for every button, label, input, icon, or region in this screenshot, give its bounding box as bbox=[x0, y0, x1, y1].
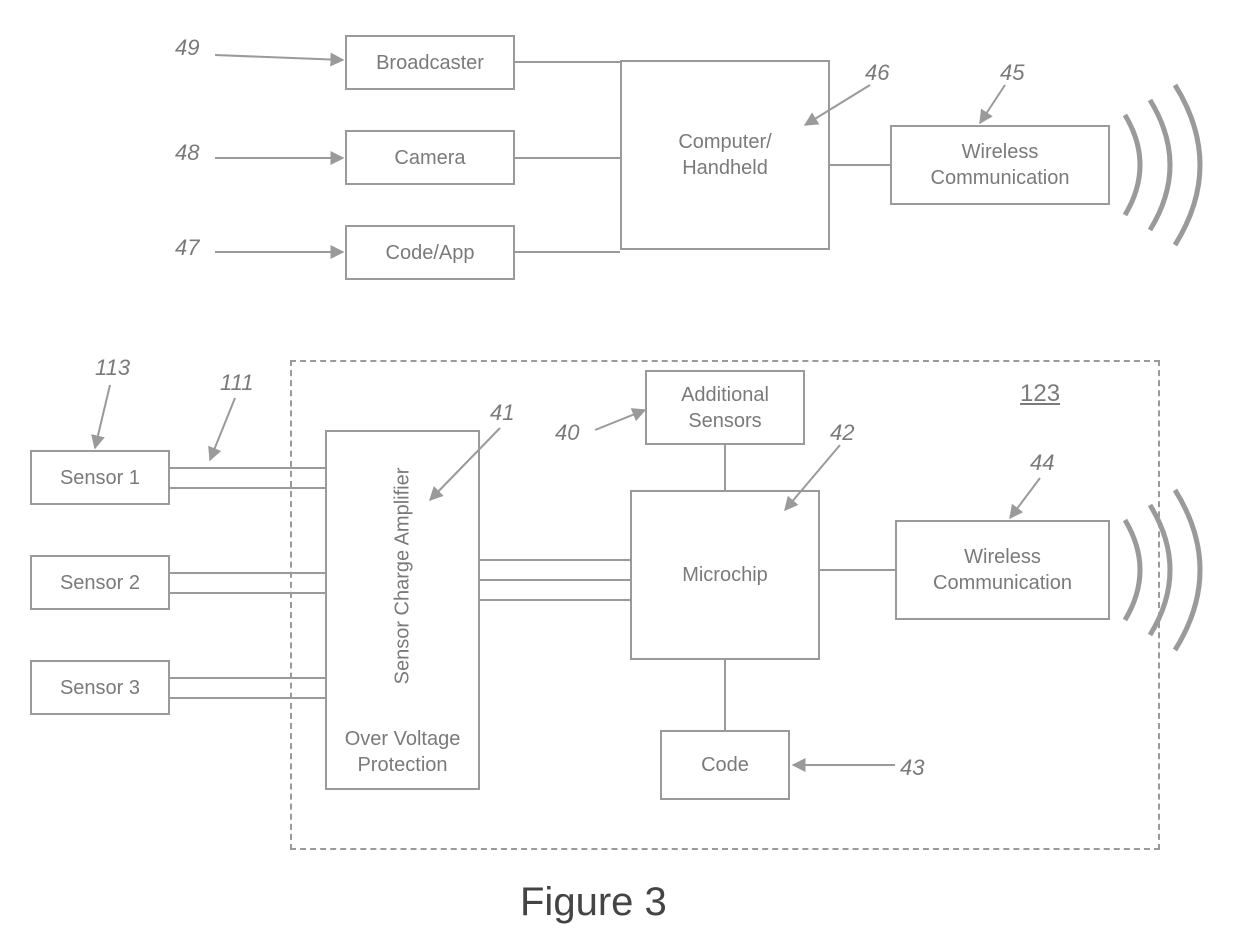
label-wireless-top: Wireless Communication bbox=[896, 139, 1104, 191]
ref-48: 48 bbox=[175, 140, 199, 166]
box-codeapp: Code/App bbox=[345, 225, 515, 280]
ref-40: 40 bbox=[555, 420, 579, 446]
label-sensor3: Sensor 3 bbox=[60, 675, 140, 701]
label-sensor1: Sensor 1 bbox=[60, 465, 140, 491]
ref-49: 49 bbox=[175, 35, 199, 61]
label-additional: Additional Sensors bbox=[651, 382, 799, 434]
box-microchip: Microchip bbox=[630, 490, 820, 660]
ref-47: 47 bbox=[175, 235, 199, 261]
box-wireless-bottom: Wireless Communication bbox=[895, 520, 1110, 620]
ref-42: 42 bbox=[830, 420, 854, 446]
ref-111: 111 bbox=[220, 370, 253, 396]
region-label-123: 123 bbox=[1020, 380, 1060, 408]
box-broadcaster: Broadcaster bbox=[345, 35, 515, 90]
ref-41: 41 bbox=[490, 400, 514, 426]
box-computer: Computer/ Handheld bbox=[620, 60, 830, 250]
diagram-canvas: Broadcaster Camera Code/App Computer/ Ha… bbox=[0, 0, 1240, 949]
box-additional-sensors: Additional Sensors bbox=[645, 370, 805, 445]
ref-45: 45 bbox=[1000, 60, 1024, 86]
label-camera: Camera bbox=[394, 145, 465, 171]
label-codeapp: Code/App bbox=[386, 240, 475, 266]
box-sensor1: Sensor 1 bbox=[30, 450, 170, 505]
label-computer: Computer/ Handheld bbox=[678, 129, 771, 181]
ref-46: 46 bbox=[865, 60, 889, 86]
label-sensor2: Sensor 2 bbox=[60, 570, 140, 596]
box-amplifier: Sensor Charge Amplifier Over Voltage Pro… bbox=[325, 430, 480, 790]
label-microchip: Microchip bbox=[682, 562, 768, 588]
label-amp-bottom: Over Voltage Protection bbox=[327, 720, 478, 788]
figure-caption: Figure 3 bbox=[520, 880, 667, 925]
label-broadcaster: Broadcaster bbox=[376, 50, 484, 76]
ref-43: 43 bbox=[900, 755, 924, 781]
ref-44: 44 bbox=[1030, 450, 1054, 476]
label-amp-rotated: Sensor Charge Amplifier bbox=[390, 468, 416, 685]
box-code: Code bbox=[660, 730, 790, 800]
box-sensor3: Sensor 3 bbox=[30, 660, 170, 715]
box-sensor2: Sensor 2 bbox=[30, 555, 170, 610]
box-wireless-top: Wireless Communication bbox=[890, 125, 1110, 205]
label-code: Code bbox=[701, 752, 749, 778]
ref-113: 113 bbox=[95, 355, 130, 381]
label-wireless-bottom: Wireless Communication bbox=[901, 544, 1104, 596]
box-camera: Camera bbox=[345, 130, 515, 185]
